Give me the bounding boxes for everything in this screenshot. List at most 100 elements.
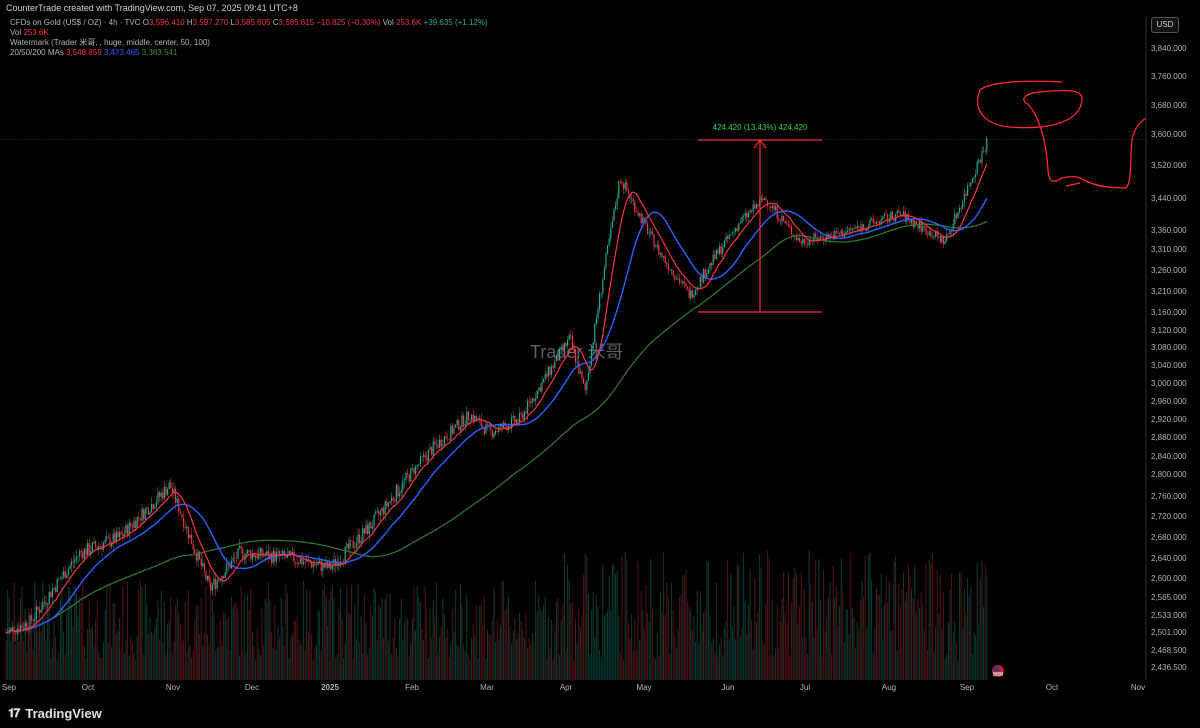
- candle-body: [471, 414, 473, 421]
- volume-bar: [386, 593, 388, 680]
- candle-body: [298, 563, 300, 565]
- candle-body: [37, 606, 39, 610]
- volume-bar: [699, 592, 701, 680]
- volume-bar: [347, 612, 349, 680]
- volume-bar: [984, 563, 986, 680]
- candle-body: [715, 249, 717, 259]
- candle-body: [783, 215, 785, 221]
- volume-bar: [18, 641, 20, 680]
- volume-bar: [186, 652, 188, 680]
- candle-body: [272, 550, 274, 563]
- candle-body: [455, 424, 457, 428]
- volume-bar: [515, 639, 517, 680]
- candle-body: [491, 430, 493, 437]
- volume-bar: [573, 659, 575, 680]
- candle-body: [195, 553, 197, 561]
- freehand-annotation[interactable]: [977, 80, 1147, 189]
- volume-bar: [539, 609, 541, 680]
- tradingview-logo[interactable]: 𝟏𝟕 TradingView: [8, 706, 102, 721]
- volume-bar: [341, 619, 343, 680]
- volume-bar: [389, 593, 391, 680]
- volume-bar: [653, 655, 655, 680]
- candle-body: [138, 517, 140, 519]
- x-tick-label: Sep: [960, 683, 975, 692]
- volume-bar: [183, 640, 185, 680]
- volume-bar: [882, 639, 884, 680]
- volume-bar: [328, 599, 330, 680]
- candle-body: [197, 551, 199, 561]
- candle-body: [762, 198, 764, 201]
- candle-body: [872, 218, 874, 223]
- volume-row[interactable]: Vol 253.6K: [10, 28, 49, 37]
- volume-bar: [511, 643, 513, 680]
- candle-body: [763, 198, 765, 201]
- ma-row[interactable]: 20/50/200 MAs 3,548.859 3,473.465 3,383.…: [10, 48, 178, 57]
- volume-bar: [933, 651, 935, 680]
- candle-body: [941, 236, 943, 243]
- candle-body: [627, 190, 629, 194]
- volume-bar: [851, 607, 853, 680]
- volume-bar: [311, 633, 313, 680]
- volume-bar: [936, 570, 938, 680]
- volume-bar: [917, 599, 919, 680]
- volume-bar: [712, 637, 714, 680]
- volume-bar: [35, 608, 37, 680]
- volume-bar: [901, 589, 903, 680]
- volume-bar: [911, 588, 913, 680]
- volume-bar: [415, 630, 417, 680]
- volume-bar: [840, 559, 842, 680]
- watermark-row[interactable]: Watermark (Trader 米哥, , huge, middle, ce…: [10, 38, 210, 47]
- price-axis[interactable]: 3,840.000 3,760.000 3,680.000 3,600.000 3,52…: [1145, 16, 1187, 680]
- volume-bar: [891, 630, 893, 680]
- volume-bar: [392, 637, 394, 680]
- candle-body: [815, 233, 817, 238]
- volume-bar: [451, 608, 453, 680]
- candle-body: [410, 468, 412, 482]
- volume-bar: [330, 590, 332, 680]
- candle-body: [603, 268, 605, 281]
- candle-body: [698, 287, 700, 288]
- candle-body: [522, 413, 524, 420]
- candle-body: [176, 498, 178, 503]
- candle-body: [151, 504, 153, 513]
- candle-body: [634, 201, 636, 212]
- candle-body: [397, 485, 399, 497]
- volume-bar: [434, 616, 436, 680]
- price-chart[interactable]: 424.420 (13.43%) 424,420 3,840.000 3,760.…: [0, 0, 1200, 700]
- volume-bar: [967, 578, 969, 680]
- price-range-measure[interactable]: [698, 139, 822, 313]
- time-axis[interactable]: Sep Oct Nov Dec 2025 Feb Mar Apr May Jun Jul Aug Sep…: [2, 683, 1145, 692]
- currency-button[interactable]: USD: [1151, 17, 1179, 33]
- volume-bar: [557, 597, 559, 680]
- candle-body: [911, 219, 913, 223]
- candle-body: [485, 424, 487, 434]
- candle-body: [175, 488, 177, 503]
- volume-bar: [615, 574, 617, 680]
- volume-bar: [786, 622, 788, 680]
- candle-body: [549, 366, 551, 375]
- candle-body: [130, 522, 132, 527]
- volume-bar: [130, 635, 132, 680]
- volume-bar: [387, 640, 389, 680]
- candle-body: [381, 507, 383, 512]
- volume-bar: [965, 613, 967, 680]
- y-tick-label: 3,520.000: [1151, 161, 1187, 170]
- candle-body: [693, 294, 695, 298]
- candle-body: [587, 373, 589, 381]
- volume-bar: [592, 591, 594, 680]
- symbol-name[interactable]: CFDs on Gold (US$ / OZ) · 4h · TVC: [10, 18, 141, 27]
- candle-body: [519, 412, 521, 422]
- volume-bar: [679, 597, 681, 680]
- volume-bar: [173, 641, 175, 680]
- volume-bar: [200, 598, 202, 680]
- volume-bar: [506, 606, 508, 680]
- volume-bar: [530, 644, 532, 680]
- volume-bar: [883, 604, 885, 680]
- volume-bar: [74, 586, 76, 680]
- candle-body: [747, 212, 749, 218]
- volume-bar: [98, 651, 100, 680]
- candle-body: [371, 526, 373, 529]
- volume-bar: [226, 619, 228, 680]
- candle-body: [59, 578, 61, 580]
- volume-bar: [368, 647, 370, 680]
